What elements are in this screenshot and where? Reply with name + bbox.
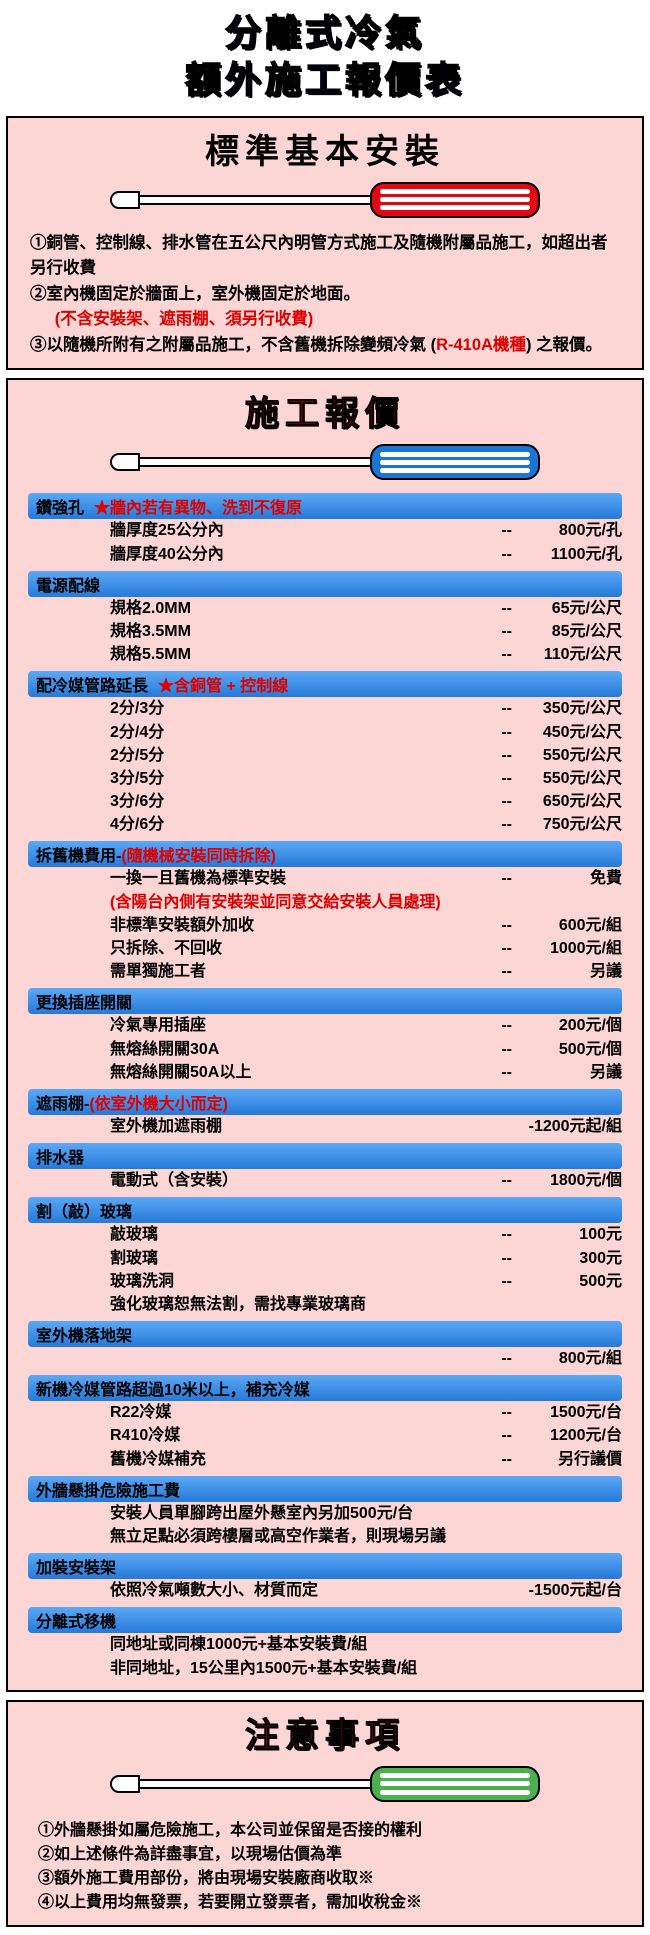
- price-row: 規格2.0MM--65元/公尺: [28, 597, 622, 620]
- price-table: 鑽強孔★牆內若有異物、洗到不復原牆厚度25公分內--800元/孔牆厚度40公分內…: [8, 493, 642, 1679]
- category-header: 新機冷媒管路超過10米以上，補充冷媒: [28, 1375, 622, 1401]
- price-row: 3分/6分--650元/公尺: [28, 790, 622, 813]
- price-row: 需單獨施工者--另議: [28, 960, 622, 983]
- notice-line: ①外牆懸掛如屬危險施工，本公司並保留是否接的權利: [38, 1819, 612, 1843]
- price-row: 割玻璃--300元: [28, 1247, 622, 1270]
- section-standard-install: 標準基本安裝 ①銅管、控制線、排水管在五公尺內明管方式施工及隨機附屬品施工，如超…: [6, 116, 644, 371]
- category-header: 加裝安裝架: [28, 1553, 622, 1579]
- price-row: 室外機加遮雨棚-1200元起/組: [28, 1115, 622, 1138]
- section1-title: 標準基本安裝: [8, 118, 642, 175]
- price-row: R22冷媒--1500元/台: [28, 1401, 622, 1424]
- category-header: 分離式移機: [28, 1607, 622, 1633]
- title-line-2: 額外施工報價表: [0, 57, 650, 104]
- notice-line: ②如上述條件為詳盡事宜，以現場估價為準: [38, 1843, 612, 1867]
- category-header: 割（敲）玻璃: [28, 1197, 622, 1223]
- category-header: 室外機落地架: [28, 1321, 622, 1347]
- price-row: 無熔絲開關50A以上--另議: [28, 1061, 622, 1084]
- screwdriver-icon: [8, 441, 642, 483]
- note-line: ③以隨機所附有之附屬品施工，不含舊機拆除變頻冷氣 (R-410A機種) 之報價。: [30, 333, 620, 359]
- note-line: ②室內機固定於牆面上，室外機固定於地面。(不含安裝架、遮雨棚、須另行收費): [30, 282, 620, 333]
- price-row: 牆厚度40公分內--1100元/孔: [28, 543, 622, 566]
- category-header: 外牆懸掛危險施工費: [28, 1476, 622, 1502]
- price-row: 舊機冷媒補充--另行議價: [28, 1448, 622, 1471]
- price-row: 只拆除、不回收--1000元/組: [28, 937, 622, 960]
- section-notice: 注意事項 ①外牆懸掛如屬危險施工，本公司並保留是否接的權利②如上述條件為詳盡事宜…: [6, 1700, 644, 1927]
- category-header: 配冷媒管路延長★含銅管 + 控制線: [28, 671, 622, 697]
- price-row: 牆厚度25公分內--800元/孔: [28, 519, 622, 542]
- price-row: 2分/3分--350元/公尺: [28, 697, 622, 720]
- price-row: 依照冷氣噸數大小、材質而定-1500元起/台: [28, 1579, 622, 1602]
- main-title: 分離式冷氣 額外施工報價表: [0, 0, 650, 112]
- price-row: R410冷媒--1200元/台: [28, 1424, 622, 1447]
- section3-notes: ①外牆懸掛如屬危險施工，本公司並保留是否接的權利②如上述條件為詳盡事宜，以現場估…: [8, 1815, 642, 1915]
- screwdriver-icon: [8, 1763, 642, 1805]
- price-row: 冷氣專用插座--200元/個: [28, 1014, 622, 1037]
- price-row: 規格5.5MM--110元/公尺: [28, 643, 622, 666]
- price-row: 2分/4分--450元/公尺: [28, 721, 622, 744]
- category-header: 電源配線: [28, 571, 622, 597]
- notice-line: ④以上費用均無發票，若要開立發票者，需加收稅金※: [38, 1891, 612, 1915]
- price-row: 同地址或同棟1000元+基本安裝費/組: [28, 1633, 622, 1656]
- price-row: 無立足點必須跨樓層或高空作業者，則現場另議: [28, 1525, 622, 1548]
- notice-line: ③額外施工費用部份，將由現場安裝廠商收取※: [38, 1867, 612, 1891]
- price-row: 玻璃洗洞--500元: [28, 1270, 622, 1293]
- price-row: 3分/5分--550元/公尺: [28, 767, 622, 790]
- screwdriver-icon: [8, 179, 642, 221]
- category-header: 遮雨棚-(依室外機大小而定): [28, 1089, 622, 1115]
- price-row: --800元/組: [28, 1347, 622, 1370]
- price-row: 非同地址，15公里內1500元+基本安裝費/組: [28, 1657, 622, 1680]
- price-row: 非標準安裝額外加收--600元/組: [28, 914, 622, 937]
- price-row: 規格3.5MM--85元/公尺: [28, 620, 622, 643]
- price-row: 無熔絲開關30A--500元/個: [28, 1038, 622, 1061]
- price-row: 4分/6分--750元/公尺: [28, 813, 622, 836]
- section1-notes: ①銅管、控制線、排水管在五公尺內明管方式施工及隨機附屬品施工，如超出者另行收費②…: [8, 231, 642, 359]
- price-row: 敲玻璃--100元: [28, 1223, 622, 1246]
- category-header: 拆舊機費用-(隨機械安裝同時拆除): [28, 841, 622, 867]
- price-row: 2分/5分--550元/公尺: [28, 744, 622, 767]
- category-header: 更換插座開關: [28, 988, 622, 1014]
- category-header: 鑽強孔★牆內若有異物、洗到不復原: [28, 493, 622, 519]
- section3-title: 注意事項: [8, 1702, 642, 1759]
- price-row: 強化玻璃恕無法割，需找專業玻璃商: [28, 1293, 622, 1316]
- title-line-1: 分離式冷氣: [0, 10, 650, 57]
- price-row: (含陽台內側有安裝架並同意交給安裝人員處理): [28, 891, 622, 914]
- price-row: 安裝人員單腳跨出屋外懸室內另加500元/台: [28, 1502, 622, 1525]
- section-pricing: 施工報價 鑽強孔★牆內若有異物、洗到不復原牆厚度25公分內--800元/孔牆厚度…: [6, 378, 644, 1691]
- category-header: 排水器: [28, 1143, 622, 1169]
- section2-title: 施工報價: [8, 380, 642, 437]
- price-row: 一換一且舊機為標準安裝--免費: [28, 867, 622, 890]
- note-line: ①銅管、控制線、排水管在五公尺內明管方式施工及隨機附屬品施工，如超出者另行收費: [30, 231, 620, 282]
- price-row: 電動式（含安裝）--1800元/個: [28, 1169, 622, 1192]
